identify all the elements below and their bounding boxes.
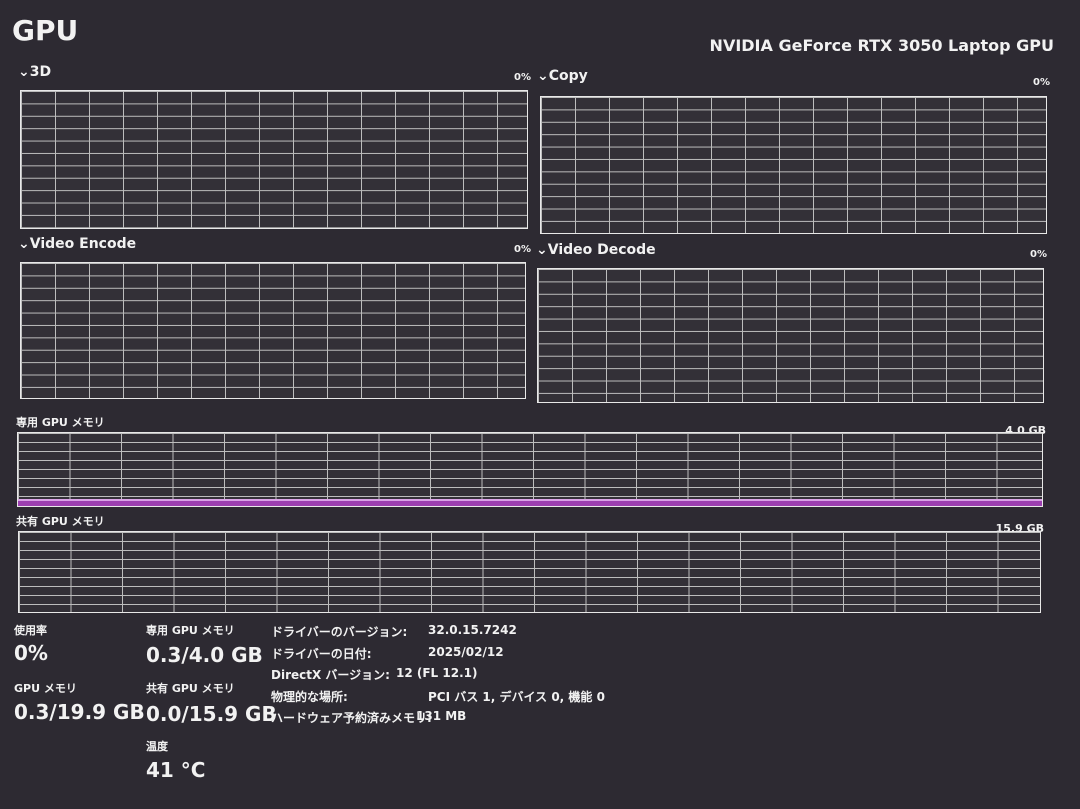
usage-value: 0% bbox=[14, 641, 48, 665]
shared-memory-value: 0.0/15.9 GB bbox=[146, 702, 277, 726]
engine-label: Copy bbox=[548, 68, 588, 84]
engine-label: 3D bbox=[29, 64, 52, 80]
reserved-memory-label: ハードウェア予約済みメモリ: bbox=[271, 711, 432, 725]
gpu-name: NVIDIA GeForce RTX 3050 Laptop GPU bbox=[709, 36, 1054, 55]
physical-location-label: 物理的な場所: bbox=[271, 690, 348, 704]
engine-label: Video Encode bbox=[29, 236, 137, 252]
dedicated-memory-graph bbox=[17, 432, 1043, 507]
shared-memory-graph-label: 共有 GPU メモリ bbox=[16, 515, 105, 528]
driver-date-label: ドライバーの日付: bbox=[271, 647, 372, 661]
directx-version-label: DirectX バージョン: bbox=[271, 668, 390, 682]
engine-video-decode-graph bbox=[537, 268, 1044, 403]
engine-3d-selector[interactable]: ⌄3D bbox=[18, 64, 51, 80]
shared-memory-graph bbox=[18, 531, 1041, 613]
engine-percent: 0% bbox=[514, 244, 531, 255]
physical-location-value: PCI バス 1, デバイス 0, 機能 0 bbox=[428, 690, 605, 704]
dedicated-memory-graph-label: 専用 GPU メモリ bbox=[16, 416, 105, 429]
temperature-value: 41 °C bbox=[146, 758, 206, 782]
page-title: GPU bbox=[12, 14, 79, 47]
driver-version-label: ドライバーのバージョン: bbox=[271, 625, 408, 639]
reserved-memory-value: 131 MB bbox=[416, 709, 467, 723]
temperature-label: 温度 bbox=[146, 740, 168, 753]
engine-percent: 0% bbox=[1033, 77, 1050, 88]
dedicated-memory-label: 専用 GPU メモリ bbox=[146, 624, 235, 637]
chevron-down-icon: ⌄ bbox=[18, 64, 30, 80]
engine-video-encode-selector[interactable]: ⌄Video Encode bbox=[18, 236, 136, 252]
engine-percent: 0% bbox=[514, 72, 531, 83]
chevron-down-icon: ⌄ bbox=[536, 242, 548, 258]
engine-video-encode-graph bbox=[20, 262, 526, 399]
gpu-memory-label: GPU メモリ bbox=[14, 682, 77, 695]
chevron-down-icon: ⌄ bbox=[18, 236, 30, 252]
driver-date-value: 2025/02/12 bbox=[428, 645, 504, 659]
driver-version-value: 32.0.15.7242 bbox=[428, 623, 517, 637]
engine-3d-graph bbox=[20, 90, 528, 229]
dedicated-memory-value: 0.3/4.0 GB bbox=[146, 643, 263, 667]
chevron-down-icon: ⌄ bbox=[537, 68, 549, 84]
engine-label: Video Decode bbox=[547, 242, 656, 258]
engine-percent: 0% bbox=[1030, 249, 1047, 260]
directx-version-value: 12 (FL 12.1) bbox=[396, 666, 478, 680]
engine-copy-selector[interactable]: ⌄Copy bbox=[537, 68, 588, 84]
gpu-memory-value: 0.3/19.9 GB bbox=[14, 700, 145, 724]
usage-label: 使用率 bbox=[14, 624, 47, 637]
dedicated-memory-usage-fill bbox=[18, 498, 1042, 506]
engine-video-decode-selector[interactable]: ⌄Video Decode bbox=[536, 242, 656, 258]
shared-memory-label: 共有 GPU メモリ bbox=[146, 682, 235, 695]
engine-copy-graph bbox=[540, 96, 1047, 234]
